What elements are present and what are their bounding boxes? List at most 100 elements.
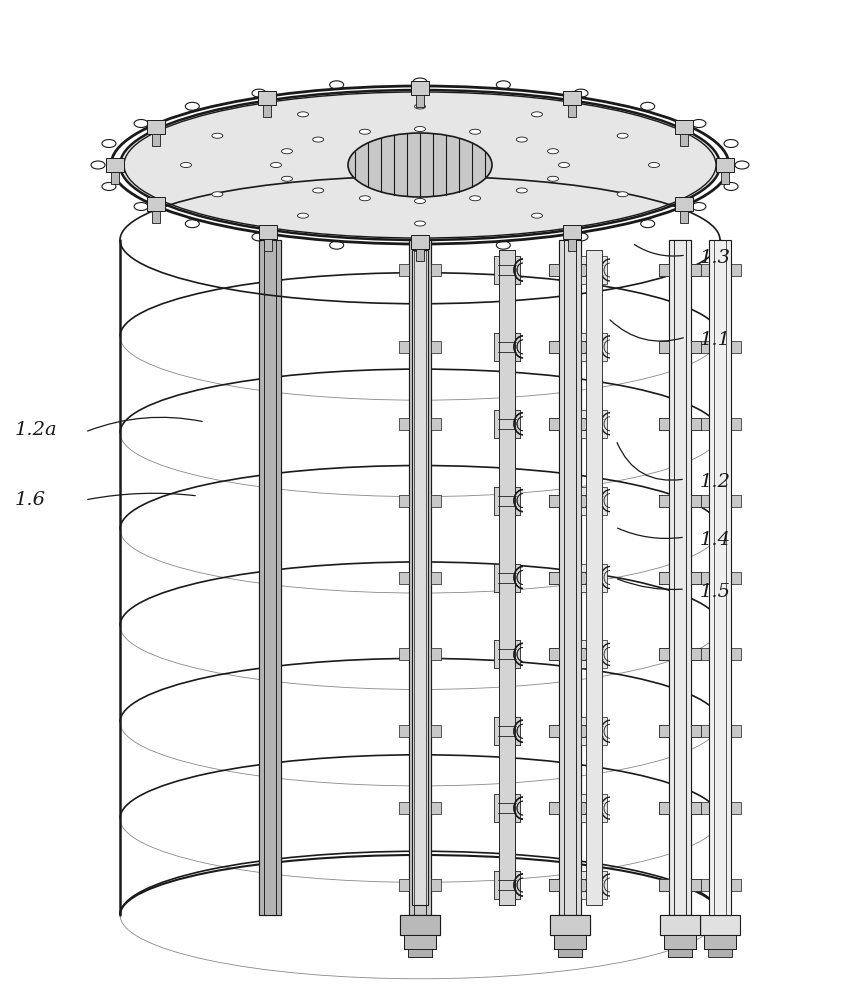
Bar [549, 264, 559, 276]
Bar [263, 239, 271, 251]
Bar [152, 211, 160, 223]
Bar [659, 915, 699, 935]
Bar [398, 572, 408, 584]
Text: 1.2a: 1.2a [15, 421, 57, 439]
Bar [699, 915, 739, 935]
Bar [658, 418, 668, 430]
Bar [667, 949, 691, 957]
Bar [499, 250, 514, 905]
Bar [147, 196, 165, 211]
FancyArrowPatch shape [88, 493, 195, 499]
Bar [581, 572, 590, 584]
Bar [667, 949, 691, 957]
Bar [549, 341, 559, 353]
Ellipse shape [547, 149, 558, 154]
Bar [549, 572, 559, 584]
Ellipse shape [297, 112, 308, 117]
Bar [679, 211, 687, 223]
Bar [690, 879, 700, 891]
Bar [549, 418, 559, 430]
Bar [690, 802, 700, 814]
Bar [698, 725, 708, 737]
Bar [259, 240, 281, 915]
Bar [549, 802, 559, 814]
Bar [658, 879, 668, 891]
Bar [430, 648, 441, 660]
Ellipse shape [547, 176, 558, 181]
Ellipse shape [212, 133, 223, 138]
Bar [659, 915, 699, 935]
Bar [658, 341, 668, 353]
Bar [399, 915, 440, 935]
Bar [549, 648, 559, 660]
Bar [549, 648, 559, 660]
Bar [730, 264, 740, 276]
Bar [698, 341, 708, 353]
Bar [581, 725, 590, 737]
Bar [730, 418, 740, 430]
Bar [690, 648, 700, 660]
Bar [399, 915, 440, 935]
Bar [730, 648, 740, 660]
Bar [398, 725, 408, 737]
Bar [398, 418, 408, 430]
Bar [494, 564, 519, 591]
Bar [658, 648, 668, 660]
Bar [730, 725, 740, 737]
Bar [549, 495, 559, 507]
Ellipse shape [469, 196, 480, 201]
Bar [554, 935, 585, 949]
Bar [730, 802, 740, 814]
FancyArrowPatch shape [609, 320, 683, 341]
Bar [398, 802, 408, 814]
Ellipse shape [281, 149, 292, 154]
Bar [707, 949, 731, 957]
Bar [674, 196, 692, 211]
Bar [698, 495, 708, 507]
Bar [398, 264, 408, 276]
Bar [690, 725, 700, 737]
Bar [494, 256, 519, 284]
Bar [430, 572, 441, 584]
Bar [549, 572, 559, 584]
Bar [494, 487, 519, 515]
Bar [494, 871, 519, 899]
Bar [581, 802, 590, 814]
Bar [658, 879, 668, 891]
Bar [557, 949, 582, 957]
Bar [581, 418, 590, 430]
Bar [581, 495, 590, 507]
Bar [703, 935, 735, 949]
Ellipse shape [516, 137, 527, 142]
Bar [430, 341, 441, 353]
Bar [581, 341, 590, 353]
Ellipse shape [469, 129, 480, 134]
Bar [494, 717, 519, 745]
Bar [415, 95, 424, 107]
Bar [408, 949, 431, 957]
Bar [568, 105, 576, 117]
Bar [581, 871, 606, 899]
Bar [549, 879, 559, 891]
Bar [559, 240, 581, 915]
Bar [494, 410, 519, 438]
Bar [581, 264, 590, 276]
Bar [581, 879, 590, 891]
Ellipse shape [616, 192, 627, 197]
Bar [499, 250, 514, 905]
Bar [668, 240, 690, 915]
Bar [430, 495, 441, 507]
Bar [494, 640, 519, 668]
Bar [720, 172, 728, 184]
Bar [415, 249, 424, 261]
Ellipse shape [647, 162, 658, 167]
Bar [403, 935, 436, 949]
Bar [690, 572, 700, 584]
Bar [258, 225, 276, 239]
FancyArrowPatch shape [617, 579, 681, 590]
Bar [549, 879, 559, 891]
Bar [581, 264, 590, 276]
Bar [585, 250, 601, 905]
Bar [106, 158, 124, 172]
Bar [398, 879, 408, 891]
